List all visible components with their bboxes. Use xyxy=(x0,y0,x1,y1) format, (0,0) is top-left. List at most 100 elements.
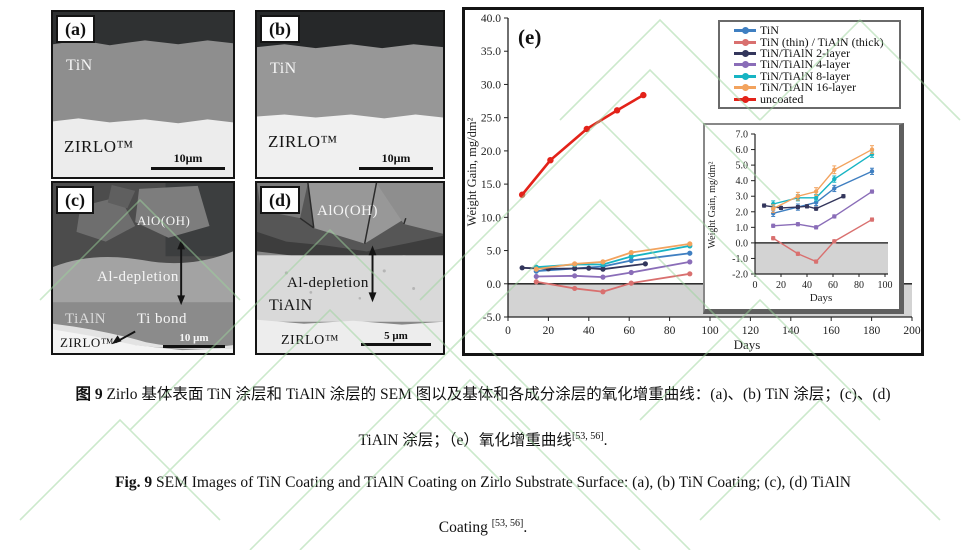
data-point-marker xyxy=(600,274,606,280)
data-point-marker xyxy=(600,259,606,265)
data-point-marker xyxy=(628,269,634,276)
data-point-marker xyxy=(778,205,784,211)
inset-x-tick-label: 80 xyxy=(854,280,864,291)
inset-y-tick-label: 5.0 xyxy=(736,161,749,172)
legend-item: uncoated xyxy=(734,91,895,106)
panel-c-scale-line xyxy=(163,345,225,348)
panel-b-scale-line xyxy=(359,167,433,170)
x-tick-label: 40 xyxy=(583,325,595,337)
data-point-marker xyxy=(687,271,693,277)
data-point-marker xyxy=(795,251,801,256)
data-point-marker xyxy=(832,176,837,182)
panel-b-label: (b) xyxy=(260,15,300,43)
data-point-marker xyxy=(642,261,648,267)
x-tick-label: 180 xyxy=(863,325,881,337)
data-point-marker xyxy=(869,169,875,174)
data-point-marker xyxy=(533,266,539,272)
data-point-marker xyxy=(813,189,819,194)
panel-d-scale-text: 5 μm xyxy=(384,330,408,342)
inset-x-axis-title: Days xyxy=(810,292,833,304)
y-tick-label: 5.0 xyxy=(487,246,502,258)
inset-x-tick-label: 60 xyxy=(828,280,838,291)
y-tick-label: 10.0 xyxy=(481,212,501,224)
data-point-marker xyxy=(572,273,578,279)
caption-zh-line1: 图 9 Zirlo 基体表面 TiN 涂层和 TiAlN 涂层的 SEM 图以及… xyxy=(0,382,966,404)
inset-x-tick-label: 100 xyxy=(878,280,893,291)
data-point-marker xyxy=(613,107,621,114)
legend-dot-icon xyxy=(742,38,749,46)
data-point-marker xyxy=(687,250,693,256)
inset-y-tick-label: 7.0 xyxy=(736,130,749,141)
x-tick-label: 100 xyxy=(701,325,719,337)
legend-dot-icon xyxy=(742,61,749,69)
panel-c-coating-label: TiAlN xyxy=(65,311,107,327)
data-point-marker xyxy=(640,91,647,99)
x-axis-title: Days xyxy=(734,337,761,352)
panel-b-substrate-label: ZIRLO™ xyxy=(268,132,338,151)
data-point-marker xyxy=(518,191,526,198)
caption-en-figno: Fig. 9 xyxy=(115,474,153,491)
y-tick-label: 35.0 xyxy=(481,46,501,58)
data-point-marker xyxy=(533,273,539,280)
data-point-marker xyxy=(771,206,776,211)
panel-a-scalebar: 10μm xyxy=(151,151,225,170)
y-tick-label: 30.0 xyxy=(481,79,501,91)
panel-a-scale-text: 10μm xyxy=(173,151,203,165)
panel-a-scale-line xyxy=(151,167,225,170)
inset-x-tick-label: 40 xyxy=(802,280,812,291)
data-point-marker xyxy=(533,279,539,285)
inset-y-tick-label: -1.0 xyxy=(732,254,748,265)
inset-y-tick-label: 6.0 xyxy=(736,145,749,156)
weight-gain-inset-plot: -2.0 -1.0 0.0 1.0 2.0 3.0 4.0 5.0 6.0 7.0 0 20 40 60 8… xyxy=(707,130,893,305)
inset-x-tick-label: 0 xyxy=(753,280,758,291)
data-point-marker xyxy=(813,195,819,200)
series-line xyxy=(773,153,873,205)
panel-c-scale-text: 10 μm xyxy=(179,332,209,344)
panel-a-label: (a) xyxy=(56,15,95,43)
data-point-marker xyxy=(813,225,819,230)
legend-item: TiN/TiAlN 16-layer xyxy=(734,81,895,93)
panel-d-scalebar: 5 μm xyxy=(361,330,431,346)
x-tick-label: 0 xyxy=(505,325,511,337)
sem-panel-b: (b) TiN ZIRLO™ 10μm xyxy=(255,10,445,179)
caption-en-text2: Coating xyxy=(438,519,492,537)
panel-a-substrate-label: ZIRLO™ xyxy=(64,137,134,156)
y-tick-label: -5.0 xyxy=(483,312,501,324)
data-point-marker xyxy=(813,206,819,211)
legend-label: uncoated xyxy=(760,91,804,106)
data-point-marker xyxy=(832,186,837,191)
inset-y-tick-label: 1.0 xyxy=(736,223,749,234)
data-point-marker xyxy=(600,266,606,272)
panel-c-oxide-label: AlO(OH) xyxy=(137,213,191,228)
panel-b-scalebar: 10μm xyxy=(359,151,433,170)
data-point-marker xyxy=(687,241,693,247)
legend-dot-icon xyxy=(742,84,749,92)
legend-dot-icon xyxy=(742,72,749,80)
y-tick-label: 25.0 xyxy=(481,113,501,125)
inset-y-tick-label: 2.0 xyxy=(736,207,749,218)
data-point-marker xyxy=(583,125,590,133)
x-tick-label: 60 xyxy=(623,325,635,337)
panel-e-label: (e) xyxy=(518,25,541,49)
data-point-marker xyxy=(832,214,837,219)
sem-panel-c: (c) AlO(OH) Al-depletion TiAlN Ti bond Z… xyxy=(51,181,235,355)
inset-negative-region-shading xyxy=(755,242,888,274)
panel-c-label: (c) xyxy=(56,186,94,214)
data-point-marker xyxy=(869,217,875,222)
data-point-marker xyxy=(813,259,819,264)
x-tick-label: 80 xyxy=(664,325,676,337)
sem-panel-d: (d) AlO(OH) Al-depletion TiAlN ZIRLO™ 5 … xyxy=(255,181,445,355)
legend-marker-icon xyxy=(734,27,756,35)
data-point-marker xyxy=(832,167,837,172)
legend-dot-icon xyxy=(742,49,749,57)
caption-zh-ref: [53, 56] xyxy=(571,430,604,442)
panel-c-bond-label: Ti bond xyxy=(137,311,188,327)
data-point-marker xyxy=(841,194,846,199)
caption-en-line1: Fig. 9 SEM Images of TiN Coating and TiA… xyxy=(0,474,966,492)
legend-marker-icon xyxy=(734,38,756,46)
y-tick-label: 20.0 xyxy=(481,146,501,158)
x-tick-label: 20 xyxy=(543,325,555,337)
panel-b-scale-text: 10μm xyxy=(381,151,411,165)
data-point-marker xyxy=(804,204,810,209)
caption-en-line2: Coating [53, 56]. xyxy=(0,518,966,537)
